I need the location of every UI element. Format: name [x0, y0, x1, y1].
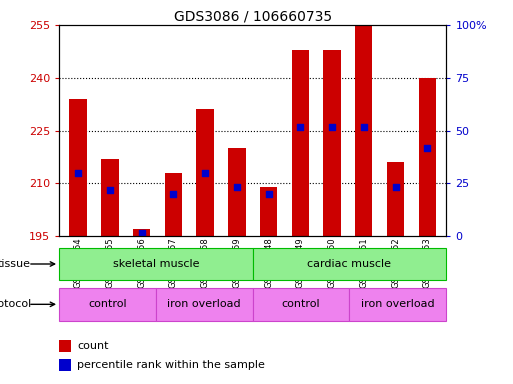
- Point: [264, 191, 272, 197]
- Bar: [419, 78, 436, 236]
- Text: control: control: [88, 299, 127, 310]
- Text: tissue: tissue: [0, 259, 31, 269]
- Bar: [387, 162, 404, 236]
- Point: [201, 170, 209, 176]
- Bar: [133, 229, 150, 236]
- Point: [169, 191, 177, 197]
- Point: [328, 124, 336, 130]
- Bar: [165, 173, 182, 236]
- Bar: [349, 288, 446, 321]
- Bar: [291, 50, 309, 236]
- Bar: [59, 288, 156, 321]
- Text: control: control: [282, 299, 321, 310]
- Point: [137, 230, 146, 236]
- Text: protocol: protocol: [0, 299, 31, 310]
- Text: cardiac muscle: cardiac muscle: [307, 259, 391, 269]
- Bar: [228, 148, 246, 236]
- Bar: [156, 288, 252, 321]
- Text: percentile rank within the sample: percentile rank within the sample: [77, 360, 265, 370]
- Bar: [69, 99, 87, 236]
- Bar: [252, 288, 349, 321]
- Point: [296, 124, 304, 130]
- Bar: [323, 50, 341, 236]
- Bar: [59, 359, 71, 371]
- Text: count: count: [77, 341, 108, 351]
- Title: GDS3086 / 106660735: GDS3086 / 106660735: [173, 10, 332, 24]
- Point: [423, 145, 431, 151]
- Text: skeletal muscle: skeletal muscle: [112, 259, 199, 269]
- Bar: [260, 187, 277, 236]
- Bar: [252, 248, 446, 280]
- Bar: [59, 248, 252, 280]
- Text: iron overload: iron overload: [167, 299, 241, 310]
- Bar: [355, 25, 372, 236]
- Point: [391, 184, 400, 190]
- Point: [74, 170, 82, 176]
- Point: [106, 187, 114, 194]
- Bar: [59, 340, 71, 353]
- Point: [360, 124, 368, 130]
- Text: iron overload: iron overload: [361, 299, 435, 310]
- Bar: [196, 109, 214, 236]
- Point: [233, 184, 241, 190]
- Bar: [101, 159, 119, 236]
